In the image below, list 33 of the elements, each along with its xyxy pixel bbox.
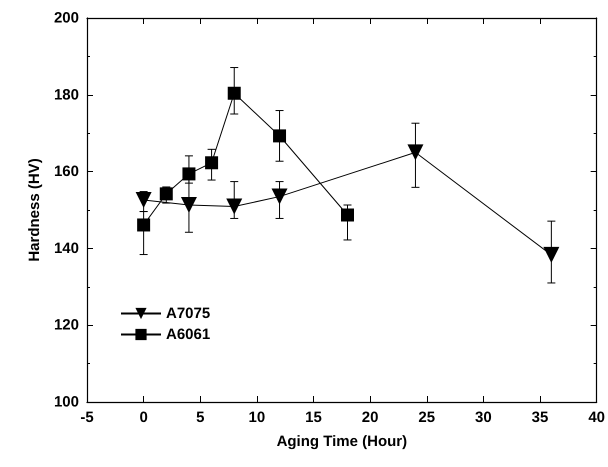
x-tick-label: 15 — [305, 409, 322, 426]
y-tick-label: 120 — [54, 316, 79, 334]
point — [205, 156, 218, 170]
x-tick-label: 0 — [139, 409, 148, 426]
point — [407, 144, 424, 160]
point — [228, 86, 241, 100]
point — [340, 208, 354, 222]
point — [543, 246, 560, 263]
legend-label: A6061 — [166, 326, 210, 343]
x-tick-label: 20 — [362, 409, 378, 426]
point — [180, 197, 197, 214]
point — [136, 192, 152, 208]
x-axis-title: Aging Time (Hour) — [276, 433, 408, 450]
x-tick-label: -5 — [80, 409, 94, 426]
point — [137, 218, 150, 232]
x-tick-label: 10 — [248, 409, 266, 426]
legend-label: A7075 — [166, 305, 210, 322]
point — [226, 198, 242, 215]
point — [182, 167, 196, 180]
y-tick-label: 200 — [54, 10, 79, 26]
y-tick-label: 160 — [54, 163, 79, 180]
point — [272, 188, 288, 205]
point — [273, 129, 286, 142]
x-tick-label: 5 — [196, 409, 204, 426]
x-tick-label: 40 — [588, 409, 605, 426]
y-tick-label: 140 — [54, 240, 79, 257]
x-tick-label: 30 — [475, 409, 492, 426]
point — [160, 187, 173, 200]
y-tick-label: 100 — [54, 394, 79, 410]
x-tick-label: 35 — [532, 409, 548, 426]
y-tick-label: 180 — [54, 86, 79, 104]
y-axis-title: Hardness (HV) — [26, 158, 43, 262]
x-tick-label: 25 — [418, 409, 436, 426]
